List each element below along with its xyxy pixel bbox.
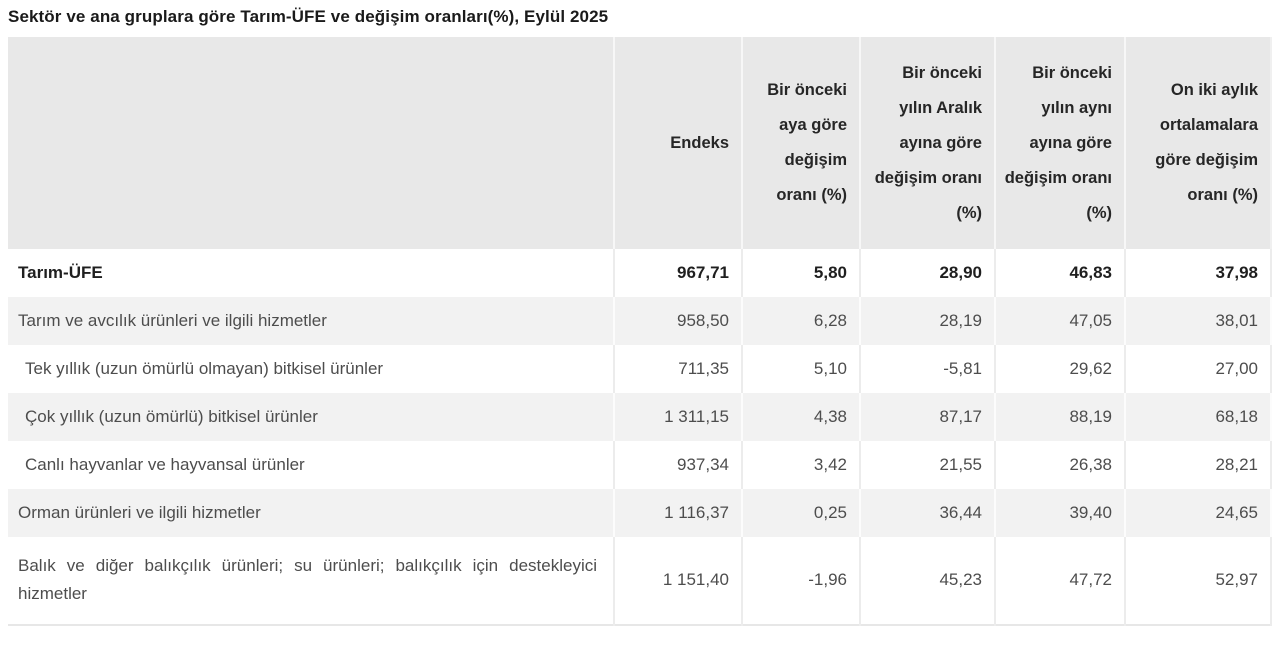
endeks-value: 937,34 [614, 441, 743, 489]
monthly-change-value: 5,10 [742, 345, 861, 393]
yoy-value: 88,19 [995, 393, 1126, 441]
header-since-december-change: Bir önceki yılın Aralık ayına göre değiş… [860, 37, 996, 249]
yoy-value: 29,62 [995, 345, 1126, 393]
table-row-canli-hayvanlar: Canlı hayvanlar ve hayvansal ürünler 937… [8, 441, 1272, 489]
row-label: Tek yıllık (uzun ömürlü olmayan) bitkise… [8, 345, 615, 393]
endeks-value: 967,71 [614, 249, 743, 297]
monthly-change-value: -1,96 [742, 537, 861, 625]
header-12month-avg-change: On iki aylık ortalamalara göre değişim o… [1125, 37, 1272, 249]
header-empty-cell [8, 37, 615, 249]
table-row-tek-yillik: Tek yıllık (uzun ömürlü olmayan) bitkise… [8, 345, 1272, 393]
since-december-value: 45,23 [860, 537, 996, 625]
avg12-value: 37,98 [1125, 249, 1272, 297]
endeks-value: 1 151,40 [614, 537, 743, 625]
endeks-value: 1 116,37 [614, 489, 743, 537]
monthly-change-value: 0,25 [742, 489, 861, 537]
since-december-value: -5,81 [860, 345, 996, 393]
header-monthly-change: Bir önceki aya göre değişim oranı (%) [742, 37, 861, 249]
endeks-value: 1 311,15 [614, 393, 743, 441]
table-row-tarim-avcilik: Tarım ve avcılık ürünleri ve ilgili hizm… [8, 297, 1272, 345]
monthly-change-value: 5,80 [742, 249, 861, 297]
yoy-value: 47,05 [995, 297, 1126, 345]
avg12-value: 24,65 [1125, 489, 1272, 537]
yoy-value: 46,83 [995, 249, 1126, 297]
table-row-balik: Balık ve diğer balıkçılık ürünleri; su ü… [8, 537, 1272, 625]
table-header-row: Endeks Bir önceki aya göre değişim oranı… [8, 37, 1272, 249]
row-label: Çok yıllık (uzun ömürlü) bitkisel ürünle… [8, 393, 615, 441]
avg12-value: 52,97 [1125, 537, 1272, 625]
yoy-value: 26,38 [995, 441, 1126, 489]
row-label: Tarım ve avcılık ürünleri ve ilgili hizm… [8, 297, 615, 345]
since-december-value: 28,90 [860, 249, 996, 297]
monthly-change-value: 4,38 [742, 393, 861, 441]
avg12-value: 27,00 [1125, 345, 1272, 393]
avg12-value: 68,18 [1125, 393, 1272, 441]
since-december-value: 87,17 [860, 393, 996, 441]
avg12-value: 38,01 [1125, 297, 1272, 345]
table-row-cok-yillik: Çok yıllık (uzun ömürlü) bitkisel ürünle… [8, 393, 1272, 441]
yoy-value: 39,40 [995, 489, 1126, 537]
since-december-value: 21,55 [860, 441, 996, 489]
yoy-value: 47,72 [995, 537, 1126, 625]
row-label: Orman ürünleri ve ilgili hizmetler [8, 489, 615, 537]
page-title: Sektör ve ana gruplara göre Tarım-ÜFE ve… [8, 7, 609, 26]
table-row-tarim-ufe: Tarım-ÜFE 967,71 5,80 28,90 46,83 37,98 [8, 249, 1272, 297]
since-december-value: 28,19 [860, 297, 996, 345]
table-row-orman: Orman ürünleri ve ilgili hizmetler 1 116… [8, 489, 1272, 537]
endeks-value: 958,50 [614, 297, 743, 345]
monthly-change-value: 3,42 [742, 441, 861, 489]
row-label: Canlı hayvanlar ve hayvansal ürünler [8, 441, 615, 489]
row-label: Balık ve diğer balıkçılık ürünleri; su ü… [8, 537, 615, 625]
row-label: Tarım-ÜFE [8, 249, 615, 297]
monthly-change-value: 6,28 [742, 297, 861, 345]
endeks-value: 711,35 [614, 345, 743, 393]
since-december-value: 36,44 [860, 489, 996, 537]
avg12-value: 28,21 [1125, 441, 1272, 489]
header-yoy-change: Bir önceki yılın aynı ayına göre değişim… [995, 37, 1126, 249]
tarim-ufe-table: Endeks Bir önceki aya göre değişim oranı… [8, 37, 1272, 626]
header-endeks: Endeks [614, 37, 743, 249]
